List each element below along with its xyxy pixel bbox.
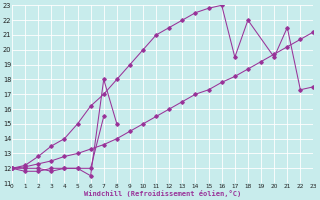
X-axis label: Windchill (Refroidissement éolien,°C): Windchill (Refroidissement éolien,°C) [84, 190, 241, 197]
